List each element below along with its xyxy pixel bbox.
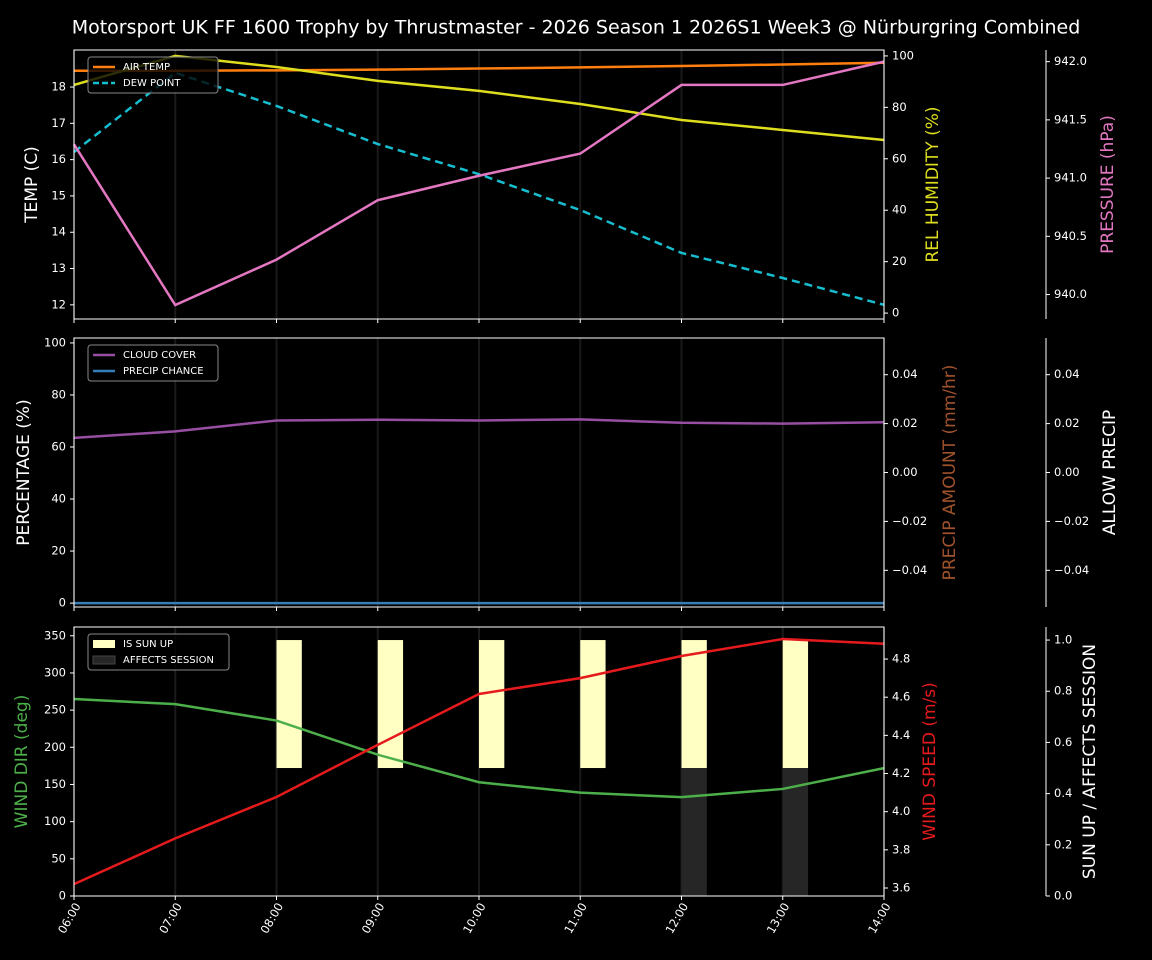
y3-tick-label: 0.02 xyxy=(1054,416,1080,430)
y2-tick-label: 0.02 xyxy=(892,416,918,430)
y-tick-label: 300 xyxy=(44,665,66,679)
y3-tick-label: 0.6 xyxy=(1054,735,1072,749)
y3-tick-label: 0.00 xyxy=(1054,465,1080,479)
bar xyxy=(377,640,404,769)
y2-tick-label: 4.0 xyxy=(892,804,910,818)
y2-tick-label: 3.6 xyxy=(892,880,910,894)
line-series xyxy=(73,71,885,307)
y-tick-label: 16 xyxy=(51,152,66,166)
y3-axis-label: PRESSURE (hPa) xyxy=(1098,115,1118,254)
y-tick-label: 20 xyxy=(51,544,66,558)
y3-tick-label: −0.04 xyxy=(1054,563,1089,577)
y-tick-label: 14 xyxy=(51,225,66,239)
plot-frame xyxy=(73,49,885,320)
y2-tick-label: −0.02 xyxy=(892,514,927,528)
legend-label: DEW POINT xyxy=(123,78,181,89)
y3-tick-label: 0.04 xyxy=(1054,367,1080,381)
y-axis-label: TEMP (C) xyxy=(22,146,42,224)
y2-tick-label: 4.8 xyxy=(892,652,910,666)
y3-tick-label: 0.8 xyxy=(1054,684,1072,698)
y2-tick-label: 20 xyxy=(892,254,907,268)
bar xyxy=(580,640,606,769)
legend-swatch xyxy=(93,640,115,648)
y2-axis-label: WIND SPEED (m/s) xyxy=(920,682,940,840)
y-tick-label: 100 xyxy=(44,335,66,349)
bar xyxy=(782,640,809,769)
bar xyxy=(276,640,302,769)
legend-box xyxy=(87,344,219,382)
y3-axis-label: ALLOW PRECIP xyxy=(1100,410,1120,536)
bar xyxy=(479,640,505,769)
y3-tick-label: 941.0 xyxy=(1054,171,1087,185)
y2-tick-label: 3.8 xyxy=(892,842,910,856)
y-tick-label: 12 xyxy=(51,297,66,311)
y3-tick-label: −0.02 xyxy=(1054,514,1089,528)
plot-frame xyxy=(73,337,885,608)
line-series xyxy=(73,697,885,799)
y-tick-label: 250 xyxy=(44,703,66,717)
legend-label: CLOUD COVER xyxy=(123,350,196,361)
y2-tick-label: 0.00 xyxy=(892,465,918,479)
y-tick-label: 40 xyxy=(51,492,66,506)
line-series xyxy=(73,418,885,440)
y3-tick-label: 941.5 xyxy=(1054,112,1087,126)
y-tick-label: 200 xyxy=(44,740,66,754)
y3-tick-label: 1.0 xyxy=(1054,633,1072,647)
y-tick-label: 18 xyxy=(51,80,66,94)
y-axis-label: PERCENTAGE (%) xyxy=(14,399,34,545)
y2-tick-label: −0.04 xyxy=(892,563,927,577)
y-tick-label: 50 xyxy=(51,851,66,865)
y2-tick-label: 40 xyxy=(892,203,907,217)
y-tick-label: 100 xyxy=(44,814,66,828)
y-tick-label: 150 xyxy=(44,777,66,791)
y3-tick-label: 0.2 xyxy=(1054,837,1072,851)
y2-tick-label: 100 xyxy=(892,48,914,62)
y3-tick-label: 942.0 xyxy=(1054,54,1087,68)
y2-axis-label: PRECIP AMOUNT (mm/hr) xyxy=(940,365,960,581)
y-tick-label: 0 xyxy=(59,596,66,610)
y-tick-label: 0 xyxy=(59,889,66,903)
y-tick-label: 17 xyxy=(51,116,66,130)
chart-title: Motorsport UK FF 1600 Trophy by Thrustma… xyxy=(72,17,1081,39)
legend-box xyxy=(87,56,219,94)
y3-tick-label: 940.5 xyxy=(1054,229,1087,243)
legend-box xyxy=(87,633,230,671)
y-axis-label: WIND DIR (deg) xyxy=(12,695,32,829)
legend-swatch xyxy=(92,655,116,665)
y2-tick-label: 60 xyxy=(892,151,907,165)
line-series xyxy=(72,60,885,307)
y2-tick-label: 4.2 xyxy=(892,766,910,780)
y3-tick-label: 0.0 xyxy=(1054,889,1072,903)
y2-axis-label: REL HUMIDITY (%) xyxy=(923,106,943,262)
bar xyxy=(681,640,707,769)
y-tick-label: 350 xyxy=(44,628,66,642)
y3-tick-label: 0.4 xyxy=(1054,786,1072,800)
y2-tick-label: 0.04 xyxy=(892,367,918,381)
y-tick-label: 80 xyxy=(51,387,66,401)
legend-label: AFFECTS SESSION xyxy=(123,655,214,666)
plot-frame xyxy=(73,626,885,897)
legend-label: AIR TEMP xyxy=(123,62,170,73)
bar xyxy=(681,768,707,896)
y-tick-label: 60 xyxy=(51,440,66,454)
legend-label: IS SUN UP xyxy=(123,639,173,650)
bar xyxy=(782,768,809,896)
y-tick-label: 13 xyxy=(51,261,66,275)
y2-tick-label: 4.4 xyxy=(892,728,910,742)
y3-axis-label: SUN UP / AFFECTS SESSION xyxy=(1080,644,1100,879)
y2-tick-label: 80 xyxy=(892,100,907,114)
y2-tick-label: 4.6 xyxy=(892,690,910,704)
legend-label: PRECIP CHANCE xyxy=(123,366,204,377)
y-tick-label: 15 xyxy=(51,188,66,202)
y3-tick-label: 940.0 xyxy=(1054,287,1087,301)
line-series xyxy=(73,637,885,886)
y2-tick-label: 0 xyxy=(892,306,899,320)
